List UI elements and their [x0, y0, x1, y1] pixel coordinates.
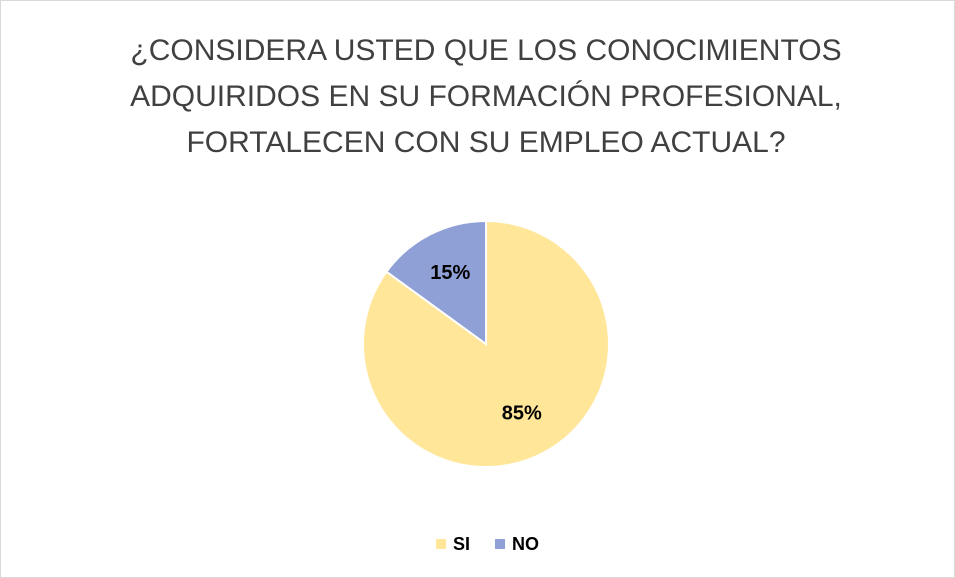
- legend-label: NO: [512, 534, 539, 554]
- legend-swatch: [495, 539, 506, 549]
- pie-slice: [385, 219, 487, 346]
- chart-title: FORTALECEN CON SU EMPLEO ACTUAL?: [186, 126, 785, 159]
- data-label: 85%: [502, 402, 542, 424]
- data-label: 15%: [430, 262, 470, 284]
- legend-swatch: [436, 539, 446, 549]
- chart-title: ADQUIRIDOS EN SU FORMACIÓN PROFESIONAL,: [130, 80, 842, 113]
- legend-label: SI: [453, 534, 470, 554]
- chart-title: ¿CONSIDERA USTED QUE LOS CONOCIMIENTOS: [130, 34, 841, 67]
